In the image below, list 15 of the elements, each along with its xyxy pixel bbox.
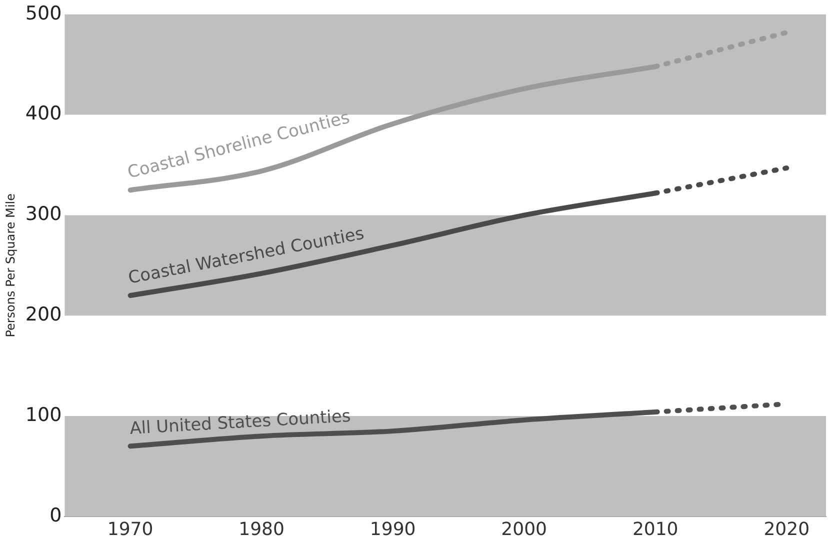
y-tick-label: 0 bbox=[50, 504, 62, 526]
x-tick-label: 2000 bbox=[501, 518, 547, 540]
text: Coastal Shoreline Counties bbox=[126, 108, 352, 183]
series-label: All United States Counties bbox=[129, 406, 352, 440]
y-axis-title: Persons Per Square Mile bbox=[3, 194, 18, 338]
x-tick-label: 1970 bbox=[107, 518, 154, 540]
y-tick-label: 100 bbox=[25, 404, 62, 426]
y-tick-label: 300 bbox=[25, 203, 62, 226]
x-tick-label: 2020 bbox=[764, 518, 810, 540]
x-tick-label: 1980 bbox=[238, 518, 284, 540]
y-tick-label: 500 bbox=[25, 2, 62, 24]
x-tick-label: 2010 bbox=[632, 518, 678, 540]
x-tick-label: 1990 bbox=[370, 518, 416, 540]
y-tick-label: 400 bbox=[25, 102, 62, 125]
y-tick-label: 200 bbox=[25, 304, 62, 326]
